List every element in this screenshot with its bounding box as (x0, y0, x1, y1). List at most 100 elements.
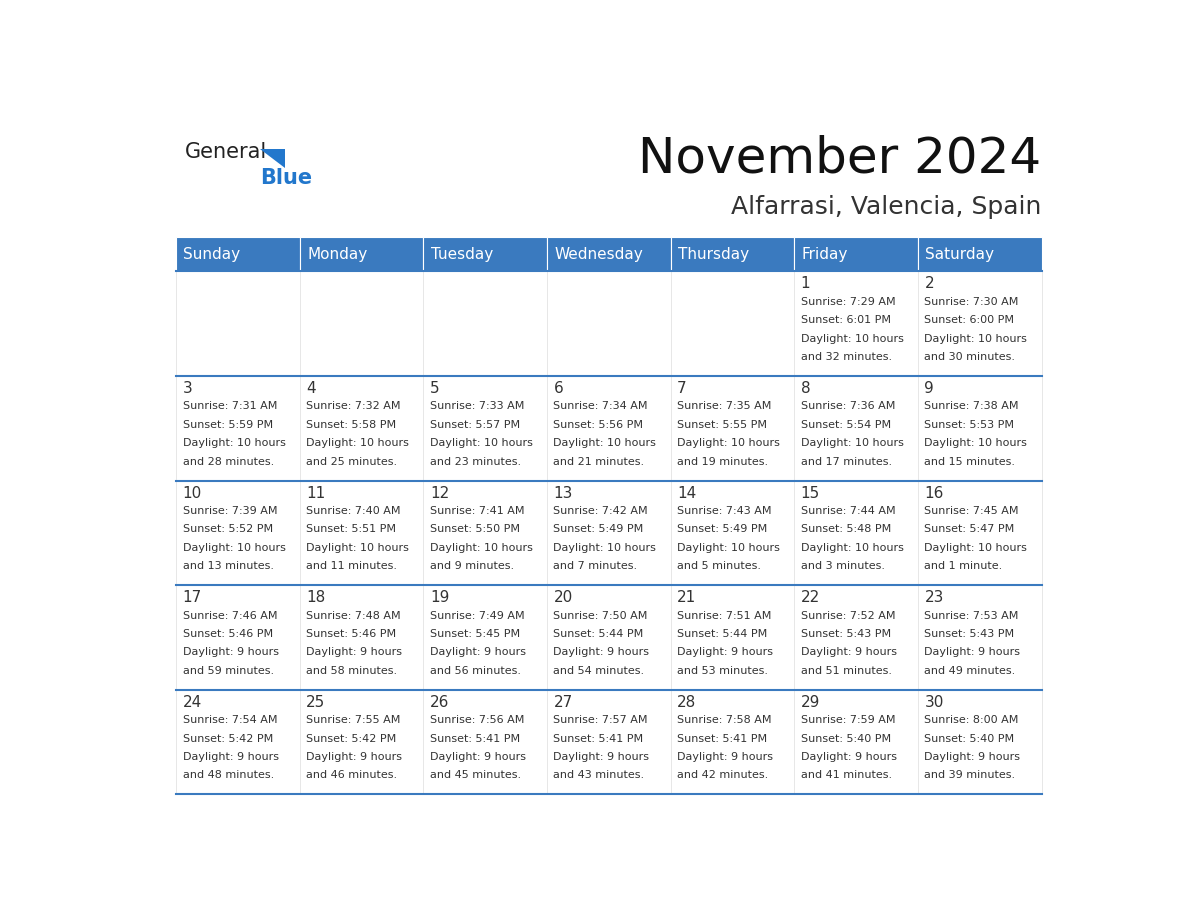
Text: and 15 minutes.: and 15 minutes. (924, 456, 1016, 466)
Text: Sunrise: 7:49 AM: Sunrise: 7:49 AM (430, 610, 524, 621)
Text: 11: 11 (307, 486, 326, 500)
Text: 29: 29 (801, 695, 820, 710)
Text: 5: 5 (430, 381, 440, 396)
Text: 17: 17 (183, 590, 202, 605)
Bar (795, 376, 918, 480)
Text: Friday: Friday (802, 247, 848, 262)
Text: 26: 26 (430, 695, 449, 710)
Text: 30: 30 (924, 695, 943, 710)
Text: Sunset: 5:53 PM: Sunset: 5:53 PM (924, 420, 1015, 430)
Bar (299, 585, 423, 689)
Text: 28: 28 (677, 695, 696, 710)
Bar (423, 376, 546, 480)
Text: Tuesday: Tuesday (431, 247, 493, 262)
Bar (671, 585, 795, 689)
Bar (546, 689, 671, 794)
Bar (918, 238, 1042, 272)
Text: Daylight: 10 hours: Daylight: 10 hours (924, 543, 1028, 553)
Text: Sunrise: 7:30 AM: Sunrise: 7:30 AM (924, 297, 1019, 307)
Bar (795, 585, 918, 689)
Text: and 54 minutes.: and 54 minutes. (554, 666, 645, 676)
Text: Sunrise: 7:29 AM: Sunrise: 7:29 AM (801, 297, 896, 307)
Text: 21: 21 (677, 590, 696, 605)
Text: 10: 10 (183, 486, 202, 500)
Text: and 23 minutes.: and 23 minutes. (430, 456, 522, 466)
Text: Daylight: 9 hours: Daylight: 9 hours (677, 647, 773, 657)
Text: 6: 6 (554, 381, 563, 396)
Bar (671, 272, 795, 376)
Text: Daylight: 10 hours: Daylight: 10 hours (183, 438, 285, 448)
Text: and 19 minutes.: and 19 minutes. (677, 456, 769, 466)
Bar (546, 585, 671, 689)
Text: 23: 23 (924, 590, 943, 605)
Text: Sunrise: 7:53 AM: Sunrise: 7:53 AM (924, 610, 1019, 621)
Text: 24: 24 (183, 695, 202, 710)
Text: Daylight: 9 hours: Daylight: 9 hours (677, 752, 773, 762)
Text: 1: 1 (801, 276, 810, 291)
Bar (671, 689, 795, 794)
Text: and 51 minutes.: and 51 minutes. (801, 666, 892, 676)
Text: 14: 14 (677, 486, 696, 500)
Text: Sunset: 5:40 PM: Sunset: 5:40 PM (801, 733, 891, 744)
Text: Sunset: 5:45 PM: Sunset: 5:45 PM (430, 629, 520, 639)
Bar (671, 480, 795, 585)
Text: Sunrise: 7:52 AM: Sunrise: 7:52 AM (801, 610, 896, 621)
Text: and 28 minutes.: and 28 minutes. (183, 456, 273, 466)
Text: Sunset: 5:54 PM: Sunset: 5:54 PM (801, 420, 891, 430)
Bar (176, 480, 299, 585)
Text: Sunrise: 7:50 AM: Sunrise: 7:50 AM (554, 610, 647, 621)
Text: Blue: Blue (260, 168, 312, 188)
Text: Sunset: 6:01 PM: Sunset: 6:01 PM (801, 315, 891, 325)
Text: Sunset: 5:57 PM: Sunset: 5:57 PM (430, 420, 520, 430)
Bar (176, 585, 299, 689)
Bar (546, 480, 671, 585)
Text: and 11 minutes.: and 11 minutes. (307, 561, 397, 571)
Bar (423, 585, 546, 689)
Text: Daylight: 10 hours: Daylight: 10 hours (430, 543, 532, 553)
Text: Daylight: 10 hours: Daylight: 10 hours (183, 543, 285, 553)
Text: Sunset: 5:56 PM: Sunset: 5:56 PM (554, 420, 644, 430)
Text: and 9 minutes.: and 9 minutes. (430, 561, 514, 571)
Text: 13: 13 (554, 486, 573, 500)
Text: Daylight: 9 hours: Daylight: 9 hours (554, 647, 650, 657)
Text: Daylight: 10 hours: Daylight: 10 hours (924, 438, 1028, 448)
Text: Daylight: 10 hours: Daylight: 10 hours (307, 438, 409, 448)
Text: and 21 minutes.: and 21 minutes. (554, 456, 645, 466)
Text: and 30 minutes.: and 30 minutes. (924, 352, 1016, 362)
Text: Sunrise: 7:42 AM: Sunrise: 7:42 AM (554, 506, 649, 516)
Bar (546, 238, 671, 272)
Text: and 17 minutes.: and 17 minutes. (801, 456, 892, 466)
Text: Sunrise: 7:57 AM: Sunrise: 7:57 AM (554, 715, 647, 725)
Text: Daylight: 10 hours: Daylight: 10 hours (677, 438, 781, 448)
Bar (299, 272, 423, 376)
Text: Sunrise: 7:46 AM: Sunrise: 7:46 AM (183, 610, 277, 621)
Text: 8: 8 (801, 381, 810, 396)
Text: Sunset: 5:41 PM: Sunset: 5:41 PM (554, 733, 644, 744)
Bar (918, 480, 1042, 585)
Text: Sunrise: 7:58 AM: Sunrise: 7:58 AM (677, 715, 772, 725)
Text: and 1 minute.: and 1 minute. (924, 561, 1003, 571)
Text: 15: 15 (801, 486, 820, 500)
Text: Sunset: 5:58 PM: Sunset: 5:58 PM (307, 420, 397, 430)
Bar (546, 376, 671, 480)
Text: Daylight: 9 hours: Daylight: 9 hours (554, 752, 650, 762)
Text: Sunrise: 7:35 AM: Sunrise: 7:35 AM (677, 401, 771, 411)
Text: Daylight: 10 hours: Daylight: 10 hours (801, 438, 904, 448)
Text: Sunset: 5:47 PM: Sunset: 5:47 PM (924, 524, 1015, 534)
Bar (795, 480, 918, 585)
Text: Sunset: 6:00 PM: Sunset: 6:00 PM (924, 315, 1015, 325)
Text: Daylight: 9 hours: Daylight: 9 hours (307, 647, 403, 657)
Text: and 48 minutes.: and 48 minutes. (183, 770, 273, 780)
Text: and 58 minutes.: and 58 minutes. (307, 666, 397, 676)
Text: Daylight: 9 hours: Daylight: 9 hours (924, 752, 1020, 762)
Text: 4: 4 (307, 381, 316, 396)
Text: Sunrise: 7:56 AM: Sunrise: 7:56 AM (430, 715, 524, 725)
Text: Daylight: 10 hours: Daylight: 10 hours (554, 438, 656, 448)
Text: 20: 20 (554, 590, 573, 605)
Text: Sunset: 5:46 PM: Sunset: 5:46 PM (307, 629, 397, 639)
Text: Sunset: 5:48 PM: Sunset: 5:48 PM (801, 524, 891, 534)
Text: Sunrise: 7:41 AM: Sunrise: 7:41 AM (430, 506, 524, 516)
Text: Daylight: 9 hours: Daylight: 9 hours (801, 752, 897, 762)
Text: Sunrise: 7:45 AM: Sunrise: 7:45 AM (924, 506, 1019, 516)
Text: Sunset: 5:40 PM: Sunset: 5:40 PM (924, 733, 1015, 744)
